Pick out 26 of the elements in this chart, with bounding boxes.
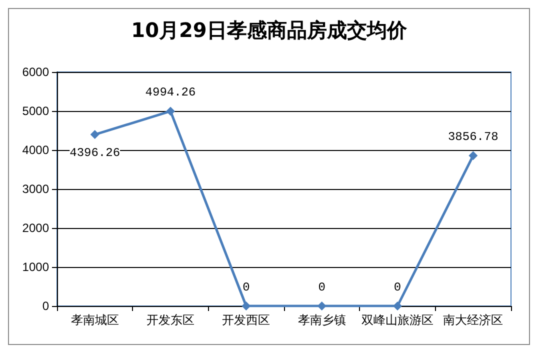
y-tick-label: 6000 [22, 65, 50, 79]
data-label: 0 [242, 280, 250, 294]
point [468, 151, 478, 160]
y-tick-label: 5000 [22, 104, 50, 118]
y-tick-label: 0 [42, 299, 50, 313]
data-label: 0 [394, 280, 402, 294]
point [393, 302, 402, 310]
x-tick-label: 孝南城区 [70, 313, 119, 327]
chart-title: 10月29日孝感商品房成交均价 [131, 18, 408, 42]
x-tick-label: 开发西区 [222, 313, 270, 327]
x-tick-label: 孝南乡镇 [298, 313, 346, 327]
y-tick-label: 2000 [22, 221, 50, 235]
data-label: 4396.26 [70, 146, 120, 160]
x-tick-label: 南大经济区 [443, 313, 504, 327]
y-tick-label: 4000 [22, 143, 50, 157]
point [166, 106, 175, 116]
y-tick-label: 3000 [22, 182, 50, 196]
data-label: 4994.26 [145, 86, 196, 100]
data-label: 3856.78 [448, 130, 498, 144]
point [317, 302, 326, 310]
x-tick-label: 开发东区 [146, 313, 194, 327]
point [90, 130, 100, 140]
x-tick-label: 双峰山旅游区 [362, 313, 434, 327]
y-tick-label: 1000 [22, 260, 50, 274]
point [242, 302, 251, 310]
data-label: 0 [318, 280, 326, 294]
